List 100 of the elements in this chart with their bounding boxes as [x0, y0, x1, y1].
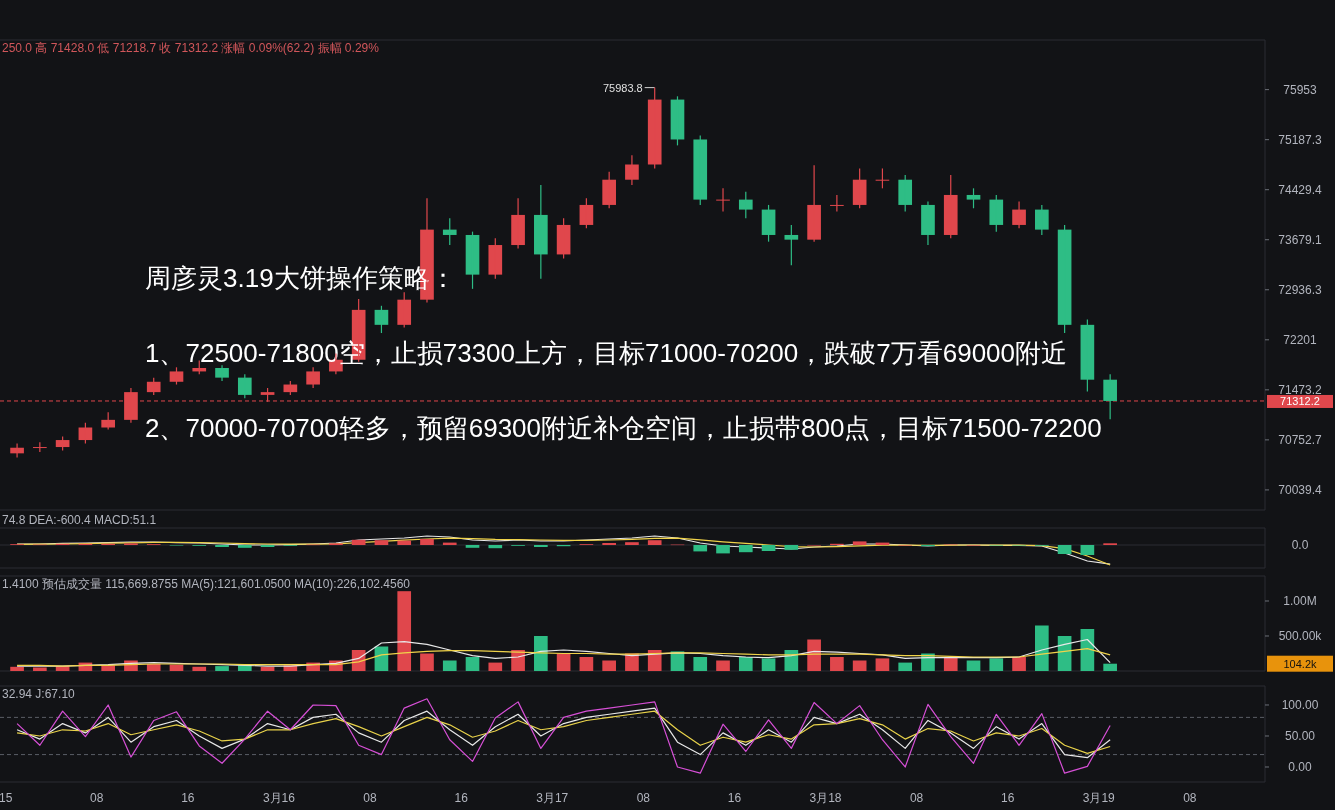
bar [966, 660, 981, 671]
x-tick-label: 08 [1183, 791, 1197, 805]
bar [465, 657, 480, 671]
y-tick-label: 72201 [1283, 332, 1318, 347]
bar [420, 653, 434, 671]
bar [192, 666, 207, 671]
bar [784, 545, 799, 550]
candlestick [215, 364, 229, 382]
bar [579, 657, 594, 671]
bar [625, 542, 639, 545]
y-tick-label: 75953 [1283, 82, 1318, 97]
x-tick-label: 15 [0, 791, 13, 805]
bar [237, 545, 252, 548]
bar [1080, 545, 1095, 555]
x-tick-label: 16 [181, 791, 195, 805]
y-tick-label: 70039.4 [1278, 482, 1323, 497]
bar [693, 657, 708, 671]
text: 104.2k [1283, 657, 1318, 670]
line-series [16, 648, 1111, 667]
bar [852, 660, 867, 671]
bar [465, 545, 480, 548]
y-tick-label: 500.00k [1278, 629, 1323, 643]
bar [761, 658, 776, 671]
candlestick [943, 174, 958, 239]
bar [761, 545, 776, 551]
text: 0.0 [1291, 538, 1309, 552]
bar [647, 650, 662, 671]
bar [374, 540, 389, 545]
bar [488, 545, 503, 549]
bar [33, 667, 47, 671]
candlestick [693, 134, 708, 206]
bar [1057, 545, 1072, 554]
bar [10, 666, 24, 671]
y-tick-label: 0.00 [1288, 759, 1312, 774]
bar [830, 657, 844, 671]
bar [738, 657, 753, 671]
candlestick [738, 191, 753, 219]
x-tick-label: 16 [1000, 791, 1015, 805]
candlestick [1035, 204, 1049, 236]
candlestick [397, 291, 412, 329]
bar [488, 662, 503, 671]
x-tick-label: 08 [909, 791, 924, 805]
line-series [16, 698, 1111, 774]
bar [351, 539, 366, 545]
candlestick [488, 237, 503, 280]
x-tick-label: 3月17 [536, 791, 569, 805]
x-tick-label: 3月19 [1082, 791, 1116, 805]
bar [943, 657, 958, 671]
bar [647, 540, 662, 545]
y-tick-label: 1.00M [1283, 593, 1317, 608]
bar [215, 666, 229, 671]
annotation: 75983.8 [602, 81, 643, 94]
bar [852, 541, 867, 545]
bar [738, 545, 753, 553]
bar [397, 540, 412, 545]
bar [1103, 663, 1117, 671]
bar [716, 660, 730, 671]
bar [556, 653, 571, 671]
bar [442, 660, 457, 671]
x-tick-label: 08 [90, 791, 104, 805]
candlestick [237, 373, 252, 399]
bar [420, 539, 434, 545]
bar [1012, 657, 1026, 671]
y-tick-label: 72936.3 [1278, 282, 1323, 297]
candlestick [898, 174, 913, 213]
x-tick-label: 08 [363, 791, 378, 805]
bar [534, 636, 548, 671]
x-tick-label: 3月16 [262, 791, 296, 805]
y-tick-label: 100.00 [1281, 697, 1319, 712]
x-tick-label: 16 [454, 791, 469, 805]
annotation: 32.94 J:67.10 [2, 687, 76, 701]
candlestick [784, 224, 799, 266]
y-tick-label: 71473.2 [1278, 382, 1323, 397]
bar [898, 662, 913, 671]
x-tick-label: 16 [727, 791, 742, 805]
candlestick [989, 194, 1004, 233]
x-tick-label: 3月18 [809, 791, 842, 805]
annotation: 2、70000-70700轻多，预留69300附近补仓空间，止损带800点，目标71500-72200 [145, 413, 1102, 443]
y-tick-label: 74429.4 [1278, 182, 1323, 197]
annotation: 1.4100 预估成交量 115,669.8755 MA(5):121,601.0500 MA(10):226,102.4560 [2, 577, 411, 591]
y-tick-label: 70752.7 [1278, 432, 1323, 447]
text: 74.8 DEA:-600.4 MACD:51.1 [2, 513, 157, 527]
ref-line-label: 71312.2 [1280, 395, 1320, 408]
x-tick-label: 08 [636, 791, 651, 805]
candlestick [534, 184, 548, 280]
bar [1035, 625, 1049, 671]
y-tick-label: 50.00 [1284, 728, 1316, 743]
bar [716, 545, 730, 554]
bar [693, 545, 708, 552]
bar [602, 660, 616, 671]
candlestick [602, 171, 616, 209]
bar [989, 658, 1004, 671]
bar [260, 666, 275, 671]
candlestick [306, 366, 320, 389]
candlestick [966, 187, 981, 209]
y-tick-label: 75187.3 [1278, 132, 1323, 147]
bar [397, 591, 412, 671]
bar [374, 646, 389, 671]
bar [169, 664, 184, 671]
bar [807, 639, 821, 671]
